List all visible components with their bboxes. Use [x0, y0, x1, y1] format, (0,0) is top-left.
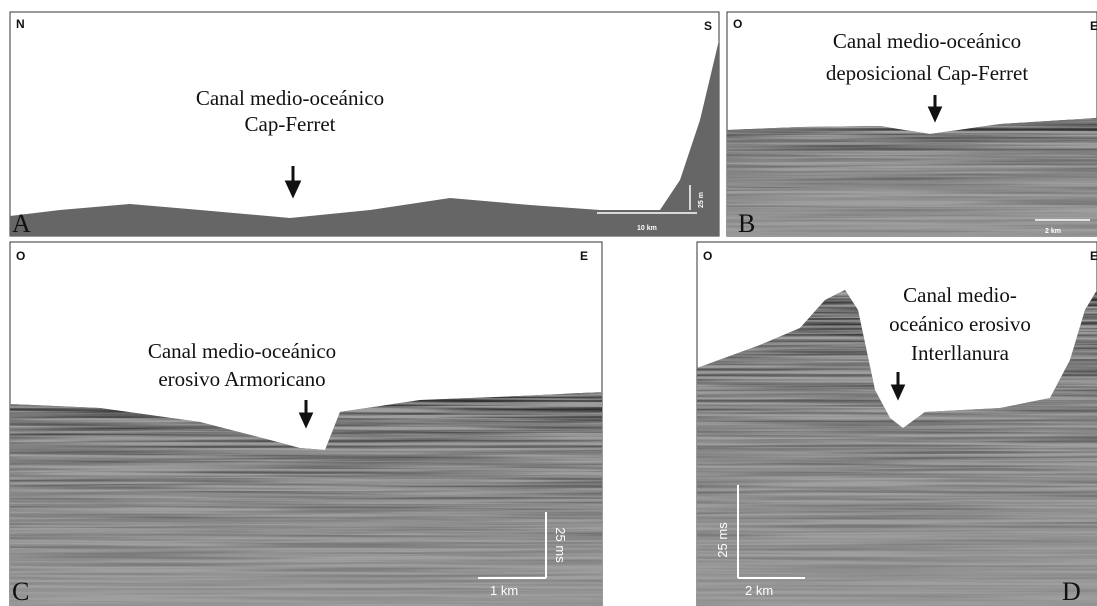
scale-label: 25 ms: [715, 522, 730, 558]
scale-label: 2 km: [745, 583, 773, 598]
seismic-texture: [10, 392, 602, 606]
orientation: E: [1090, 249, 1097, 263]
caption: Interllanura: [911, 341, 1010, 365]
arrow: [298, 400, 314, 429]
caption: Canal medio-oceánico: [196, 86, 384, 110]
caption: Canal medio-oceánico: [148, 339, 336, 363]
panel-frame: [9, 11, 720, 237]
caption: erosivo Armoricano: [158, 367, 325, 391]
caption: Canal medio-: [903, 283, 1017, 307]
scale-label: 25 m: [698, 192, 705, 208]
panel-letter: A: [12, 209, 31, 238]
arrow: [927, 95, 943, 123]
orientation: N: [16, 17, 25, 31]
orientation: E: [580, 249, 588, 263]
orientation: O: [16, 249, 25, 263]
panel-a: 10 km 25 m N S Canal medio-oceánico Cap-…: [9, 11, 720, 238]
seismic-texture: [697, 290, 1097, 606]
bathymetry-profile: [10, 40, 719, 236]
caption: Canal medio-oceánico: [833, 29, 1021, 53]
caption: deposicional Cap-Ferret: [826, 61, 1029, 85]
orientation: O: [733, 17, 742, 31]
panel-c: 1 km 25 ms O E Canal medio-oceánico eros…: [9, 241, 603, 606]
caption: Cap-Ferret: [245, 112, 336, 136]
orientation: O: [703, 249, 712, 263]
arrow: [890, 372, 906, 401]
caption: oceánico erosivo: [889, 312, 1031, 336]
panel-letter: B: [738, 209, 755, 238]
seismic-texture: [727, 118, 1097, 236]
panel-letter: D: [1062, 577, 1081, 606]
arrow: [284, 166, 302, 199]
scale-label: 1 km: [490, 583, 518, 598]
scale-label: 2 km: [1045, 228, 1061, 235]
scale-label: 25 ms: [553, 527, 568, 563]
panel-d: 2 km 25 ms O E Canal medio- oceánico ero…: [696, 241, 1097, 606]
scale-label: 10 km: [637, 225, 657, 232]
orientation: S: [704, 19, 712, 33]
panel-b: 2 km O E Canal medio-oceánico deposicion…: [726, 11, 1097, 238]
orientation: E: [1090, 19, 1097, 33]
panel-letter: C: [12, 577, 29, 606]
